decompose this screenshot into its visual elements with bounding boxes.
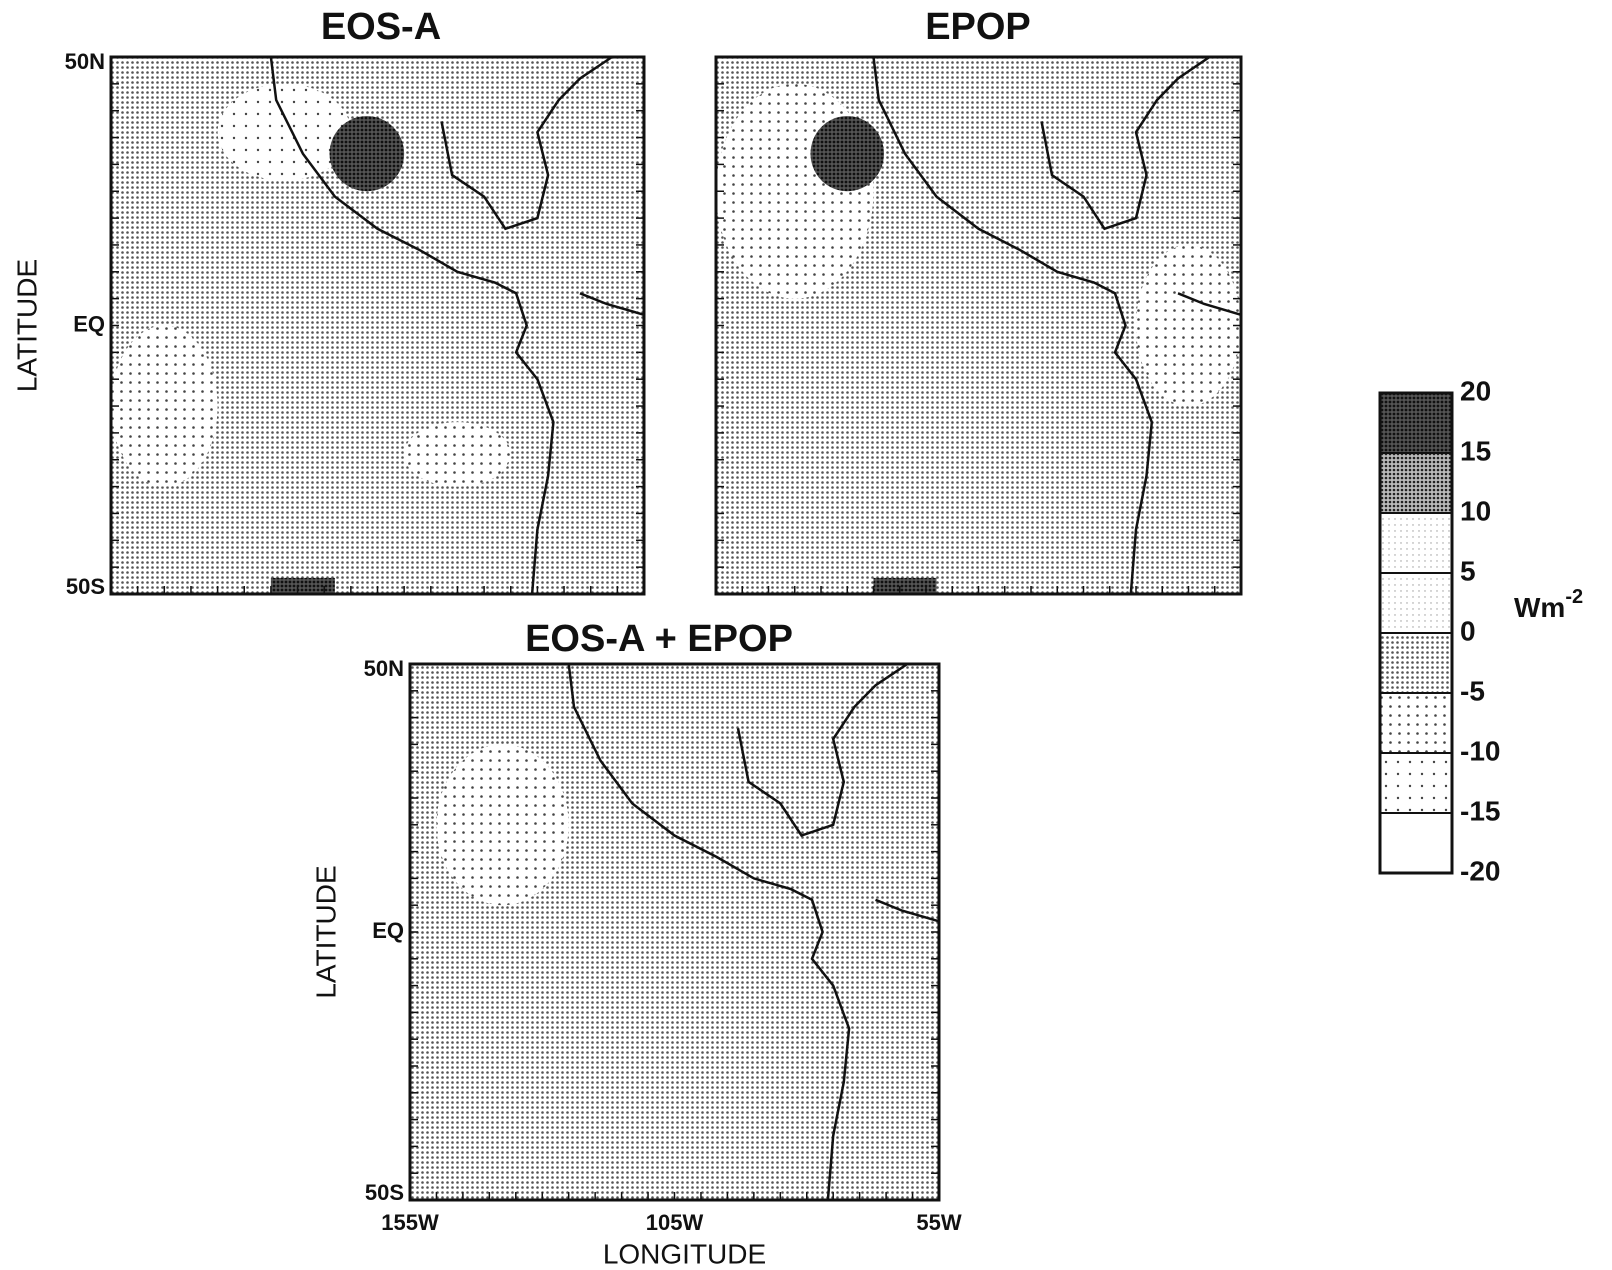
panel-title: EOS-A + EPOP	[525, 618, 793, 660]
map-panel: EOS-A + EPOP 50N EQ 50S LATITUDE 155W 105W 55W L…	[310, 618, 961, 1269]
x-tick-label: 105W	[646, 1210, 704, 1235]
colorbar: 20 15 10 5 0 -5 -10 -15 -20 Wm-2	[1378, 375, 1583, 886]
x-tick-label: 155W	[381, 1210, 439, 1235]
map-region	[1136, 244, 1241, 407]
colorbar-bin	[1379, 452, 1453, 514]
coastline	[872, 56, 1154, 595]
y-tick-label: 50N	[65, 49, 105, 74]
colorbar-bin	[1379, 752, 1453, 814]
colorbar-tick-label: 20	[1460, 375, 1491, 406]
map-region	[111, 325, 218, 487]
unit-exponent: -2	[1565, 586, 1583, 608]
y-tick-label: EQ	[73, 311, 105, 336]
colorbar-unit: Wm-2	[1514, 586, 1583, 623]
colorbar-bin	[1379, 512, 1453, 574]
coastline	[567, 663, 851, 1201]
coastline	[1177, 292, 1242, 316]
map-region	[217, 83, 351, 181]
colorbar-tick-label: 0	[1460, 615, 1476, 646]
colorbar-bin	[1379, 572, 1453, 634]
colorbar-tick-label: 10	[1460, 495, 1491, 526]
map-region	[873, 577, 937, 594]
y-axis-label: LATITUDE	[310, 865, 341, 998]
coastline	[1040, 55, 1211, 231]
y-tick-label: 50N	[364, 656, 404, 681]
colorbar-bin	[1379, 692, 1453, 754]
coastline	[579, 292, 645, 317]
x-tick-label: 55W	[916, 1210, 961, 1235]
colorbar-tick-label: -20	[1460, 855, 1500, 886]
map-background	[410, 664, 939, 1200]
coastline	[875, 898, 940, 923]
map-region	[810, 116, 884, 192]
panel-title: EPOP	[925, 6, 1031, 48]
y-axis-label: LATITUDE	[11, 259, 42, 392]
panel-title: EOS-A	[321, 6, 441, 48]
colorbar-tick-label: -10	[1460, 735, 1500, 766]
colorbar-tick-label: 5	[1460, 555, 1476, 586]
colorbar-tick-label: -5	[1460, 675, 1485, 706]
y-tick-label: EQ	[372, 918, 404, 943]
colorbar-bin	[1379, 812, 1453, 874]
map-panel: EOS-A 50N EQ 50S LATITUDE	[11, 6, 646, 599]
x-axis-label: LONGITUDE	[603, 1238, 766, 1269]
map-region	[436, 744, 569, 906]
colorbar-bin	[1379, 632, 1453, 694]
colorbar-frame	[1378, 391, 1454, 875]
map-panel: EPOP	[714, 6, 1243, 596]
map-region	[716, 83, 874, 299]
coastline	[269, 56, 555, 595]
colorbar-tick-label: -15	[1460, 795, 1500, 826]
colorbar-tick-label: 15	[1460, 435, 1491, 466]
map-region	[404, 422, 511, 487]
map-region	[270, 577, 335, 594]
y-tick-label: 50S	[365, 1180, 404, 1205]
coastline	[736, 662, 908, 837]
map-region	[329, 116, 405, 192]
unit-base: Wm	[1514, 592, 1565, 623]
y-tick-label: 50S	[66, 574, 105, 599]
coastline	[440, 55, 613, 231]
colorbar-bin	[1379, 392, 1453, 454]
